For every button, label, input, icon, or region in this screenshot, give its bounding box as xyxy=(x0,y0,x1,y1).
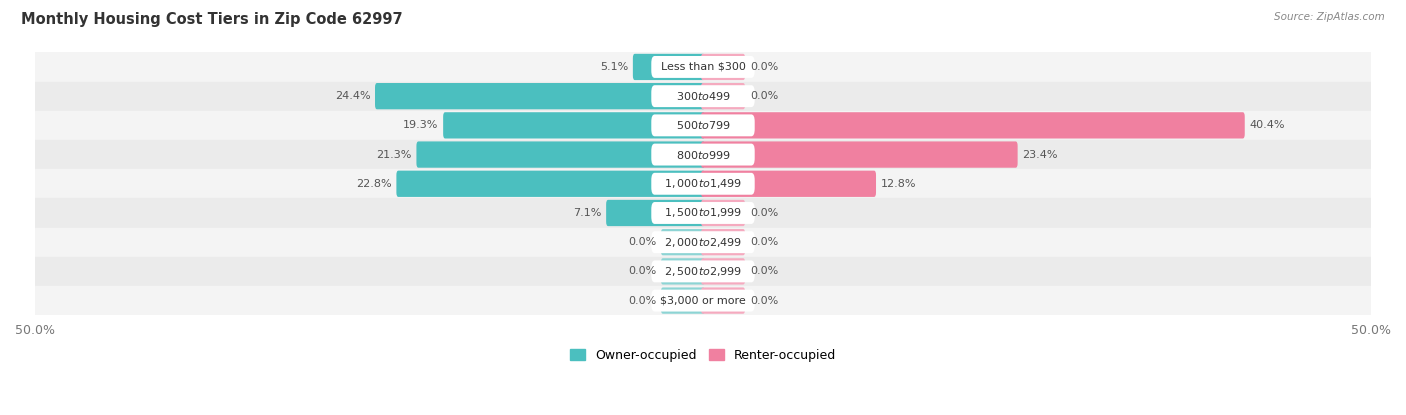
FancyBboxPatch shape xyxy=(702,112,1244,139)
Text: 0.0%: 0.0% xyxy=(749,237,778,247)
Text: 0.0%: 0.0% xyxy=(628,295,657,305)
FancyBboxPatch shape xyxy=(651,85,755,107)
FancyBboxPatch shape xyxy=(661,229,704,255)
FancyBboxPatch shape xyxy=(651,290,755,312)
Text: $800 to $999: $800 to $999 xyxy=(675,149,731,161)
FancyBboxPatch shape xyxy=(702,142,1018,168)
Text: $2,000 to $2,499: $2,000 to $2,499 xyxy=(664,236,742,249)
FancyBboxPatch shape xyxy=(702,258,745,285)
Text: 7.1%: 7.1% xyxy=(574,208,602,218)
Text: $300 to $499: $300 to $499 xyxy=(675,90,731,102)
FancyBboxPatch shape xyxy=(651,56,755,78)
Bar xyxy=(35,52,1371,82)
Bar xyxy=(35,169,1371,198)
Text: 0.0%: 0.0% xyxy=(749,62,778,72)
Text: 5.1%: 5.1% xyxy=(600,62,628,72)
FancyBboxPatch shape xyxy=(396,171,704,197)
Text: 40.4%: 40.4% xyxy=(1250,120,1285,130)
Bar xyxy=(35,286,1371,315)
Text: 0.0%: 0.0% xyxy=(749,295,778,305)
FancyBboxPatch shape xyxy=(651,115,755,136)
FancyBboxPatch shape xyxy=(651,231,755,253)
Text: $1,500 to $1,999: $1,500 to $1,999 xyxy=(664,207,742,220)
FancyBboxPatch shape xyxy=(702,54,745,80)
FancyBboxPatch shape xyxy=(702,229,745,255)
FancyBboxPatch shape xyxy=(443,112,704,139)
Text: Monthly Housing Cost Tiers in Zip Code 62997: Monthly Housing Cost Tiers in Zip Code 6… xyxy=(21,12,402,27)
FancyBboxPatch shape xyxy=(661,258,704,285)
FancyBboxPatch shape xyxy=(702,83,745,109)
Text: $2,500 to $2,999: $2,500 to $2,999 xyxy=(664,265,742,278)
Text: 24.4%: 24.4% xyxy=(335,91,370,101)
FancyBboxPatch shape xyxy=(416,142,704,168)
Text: 0.0%: 0.0% xyxy=(749,266,778,276)
FancyBboxPatch shape xyxy=(633,54,704,80)
Bar xyxy=(35,82,1371,111)
FancyBboxPatch shape xyxy=(702,171,876,197)
FancyBboxPatch shape xyxy=(651,202,755,224)
FancyBboxPatch shape xyxy=(651,144,755,166)
Text: 23.4%: 23.4% xyxy=(1022,149,1057,160)
Bar xyxy=(35,111,1371,140)
Text: $1,000 to $1,499: $1,000 to $1,499 xyxy=(664,177,742,190)
Legend: Owner-occupied, Renter-occupied: Owner-occupied, Renter-occupied xyxy=(565,344,841,367)
FancyBboxPatch shape xyxy=(702,288,745,314)
FancyBboxPatch shape xyxy=(375,83,704,109)
Text: 0.0%: 0.0% xyxy=(749,91,778,101)
Text: Less than $300: Less than $300 xyxy=(661,62,745,72)
Bar xyxy=(35,140,1371,169)
Bar xyxy=(35,227,1371,257)
FancyBboxPatch shape xyxy=(651,173,755,195)
FancyBboxPatch shape xyxy=(661,288,704,314)
Text: 22.8%: 22.8% xyxy=(356,179,392,189)
Bar xyxy=(35,198,1371,227)
FancyBboxPatch shape xyxy=(606,200,704,226)
Text: $500 to $799: $500 to $799 xyxy=(675,120,731,132)
Text: 0.0%: 0.0% xyxy=(628,266,657,276)
Text: 21.3%: 21.3% xyxy=(377,149,412,160)
Text: 0.0%: 0.0% xyxy=(749,208,778,218)
Text: Source: ZipAtlas.com: Source: ZipAtlas.com xyxy=(1274,12,1385,22)
FancyBboxPatch shape xyxy=(651,261,755,282)
FancyBboxPatch shape xyxy=(702,200,745,226)
Text: $3,000 or more: $3,000 or more xyxy=(661,295,745,305)
Text: 19.3%: 19.3% xyxy=(404,120,439,130)
Bar xyxy=(35,257,1371,286)
Text: 0.0%: 0.0% xyxy=(628,237,657,247)
Text: 12.8%: 12.8% xyxy=(880,179,917,189)
